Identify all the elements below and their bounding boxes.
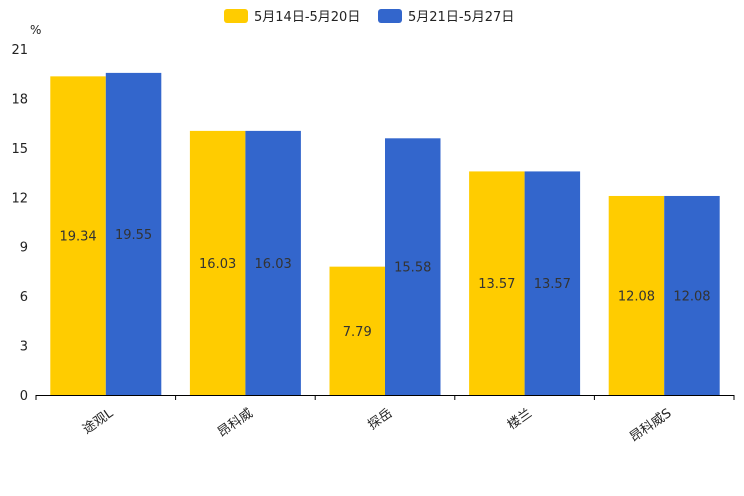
x-tick-label: 楼兰 — [505, 406, 535, 433]
data-label: 19.55 — [115, 228, 152, 243]
bar-1-2[interactable] — [189, 130, 246, 396]
legend-label-2[interactable]: 5月21日-5月27日 — [408, 10, 514, 25]
legend-swatch-1[interactable] — [224, 9, 248, 23]
bar-2-1[interactable] — [105, 72, 162, 395]
data-label: 13.57 — [534, 277, 571, 292]
x-tick-label: 昂科威S — [627, 406, 674, 445]
y-tick-label: 21 — [11, 43, 28, 58]
y-tick-label: 0 — [20, 389, 28, 404]
y-axis-unit: % — [30, 23, 41, 37]
bar-1-5[interactable] — [608, 195, 665, 395]
x-tick-label: 昂科威 — [215, 406, 256, 441]
y-axis: 0 3 6 9 12 15 18 21 — [11, 43, 28, 404]
data-label: 13.57 — [478, 277, 515, 292]
x-axis: 途观L 昂科威 探岳 楼兰 昂科威S — [35, 395, 735, 445]
bar-2-5[interactable] — [664, 195, 720, 395]
y-tick-label: 3 — [20, 340, 28, 355]
y-tick-label: 6 — [20, 290, 28, 305]
legend-label-1[interactable]: 5月14日-5月20日 — [254, 10, 360, 25]
y-tick-label: 18 — [11, 92, 28, 107]
y-tick-label: 12 — [11, 191, 28, 206]
data-label: 12.08 — [673, 289, 710, 304]
data-label: 12.08 — [618, 289, 655, 304]
bar-2-3[interactable] — [385, 138, 441, 395]
x-tick-label: 途观L — [80, 405, 117, 438]
bars: 19.34 19.55 16.03 16.03 7.79 15.58 13.57 13.57 1… — [50, 72, 720, 396]
data-label: 16.03 — [199, 257, 236, 272]
bar-1-3[interactable] — [329, 266, 386, 395]
data-label: 16.03 — [255, 257, 292, 272]
bar-2-2[interactable] — [245, 130, 301, 396]
legend-swatch-2[interactable] — [378, 9, 402, 23]
data-label: 7.79 — [343, 325, 372, 340]
data-label: 15.58 — [394, 261, 431, 276]
x-tick-label: 探岳 — [365, 406, 395, 433]
y-tick-label: 9 — [20, 241, 28, 256]
y-tick-label: 15 — [11, 142, 28, 157]
legend: 5月14日-5月20日 5月21日-5月27日 — [224, 9, 514, 25]
bar-1-4[interactable] — [469, 171, 525, 395]
data-label: 19.34 — [59, 230, 96, 245]
bar-2-4[interactable] — [524, 171, 581, 395]
bar-1-1[interactable] — [50, 76, 106, 396]
